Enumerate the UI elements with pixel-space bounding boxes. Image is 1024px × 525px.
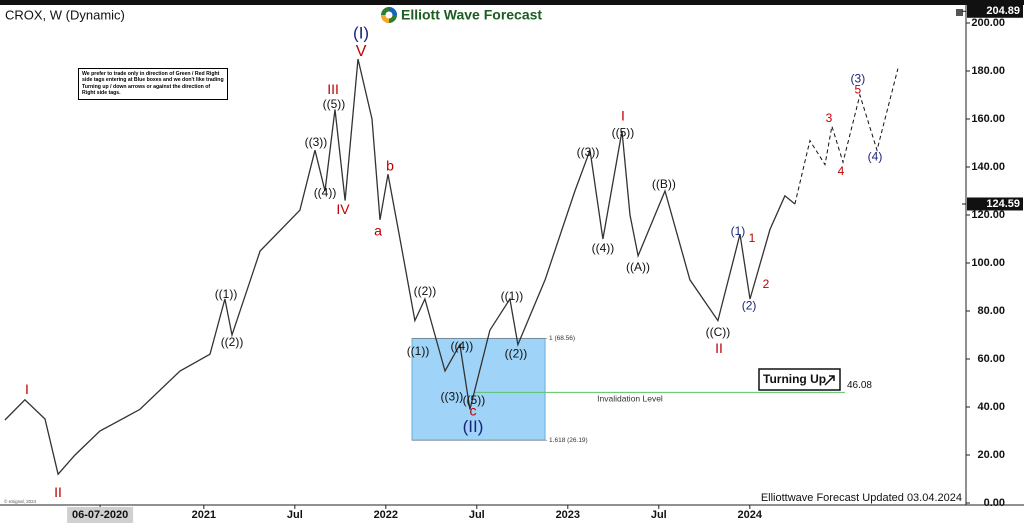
copyright: © eSignal, 2024 <box>4 498 37 504</box>
y-tick-label: 200.00 <box>971 17 1005 29</box>
wave-label: ((3)) <box>577 145 600 159</box>
wave-label: ((4)) <box>592 241 615 255</box>
wave-label: ((5)) <box>463 393 486 407</box>
top-bar <box>0 0 1024 5</box>
wave-label: ((5)) <box>612 126 635 140</box>
y-tick-label: 40.00 <box>977 401 1005 413</box>
wave-label: 5 <box>855 82 862 96</box>
x-tick-label: Jul <box>651 509 667 521</box>
wave-label: ((3)) <box>441 390 464 404</box>
price-line <box>4 58 796 476</box>
wave-label: (1) <box>731 224 746 238</box>
wave-label: 1 <box>749 231 756 245</box>
x-tick-label: 2024 <box>738 509 763 521</box>
x-tick-label: Jul <box>287 509 303 521</box>
y-tick-label: 100.00 <box>971 257 1005 269</box>
wave-label: (3) <box>851 72 866 86</box>
y-tick-label: 80.00 <box>977 305 1005 317</box>
invalidation-text: Invalidation Level <box>597 394 663 404</box>
wave-label: IV <box>336 201 350 217</box>
wave-label: (I) <box>353 23 369 42</box>
wave-label: ((5)) <box>323 97 346 111</box>
wave-label: I <box>25 381 29 397</box>
wave-label: ((4)) <box>314 186 337 200</box>
wave-label: II <box>715 340 723 356</box>
x-tick-label: Jul <box>469 509 485 521</box>
wave-label: b <box>386 158 394 174</box>
wave-label: V <box>356 43 367 60</box>
y-tick-label: 0.00 <box>984 497 1005 509</box>
x-tick-label: 2023 <box>556 509 580 521</box>
wave-label: I <box>621 107 625 123</box>
wave-label: ((A)) <box>626 260 650 274</box>
wave-label: 3 <box>826 111 833 125</box>
wave-label: ((B)) <box>652 177 676 191</box>
y-tick-label: 20.00 <box>977 449 1005 461</box>
footer: Elliottwave Forecast Updated 03.04.2024 <box>761 492 962 504</box>
wave-label: 2 <box>763 277 770 291</box>
wave-label: (4) <box>868 150 883 164</box>
wave-label: c <box>469 403 476 419</box>
wave-label: ((2)) <box>414 284 437 298</box>
wave-label: ((C)) <box>706 325 731 339</box>
y-tick-label: 60.00 <box>977 353 1005 365</box>
wave-label: (2) <box>742 298 757 312</box>
wave-label: III <box>327 81 339 97</box>
trading-note: We prefer to trade only in direction of … <box>78 68 228 100</box>
wave-label: ((1)) <box>407 344 430 358</box>
y-tick-label: 140.00 <box>971 161 1005 173</box>
wave-label: II <box>54 484 62 500</box>
badge-text: Turning Up <box>763 372 826 386</box>
wave-label: ((1)) <box>215 287 238 301</box>
y-tick-label: 180.00 <box>971 65 1005 77</box>
x-tick-label: 2022 <box>374 509 398 521</box>
wave-label: ((3)) <box>305 135 328 149</box>
fib-label: 1 (68.56) <box>549 335 575 342</box>
wave-label: ((2)) <box>505 346 528 360</box>
wave-label: (II) <box>463 417 484 436</box>
price-marker-box <box>967 4 1023 18</box>
wave-label: ((4)) <box>451 339 474 353</box>
x-tick-label: 06-07-2020 <box>72 509 128 521</box>
price-marker-box <box>967 197 1023 211</box>
x-tick-highlight <box>67 507 134 523</box>
projection-line <box>794 68 899 205</box>
y-tick-label: 120.00 <box>971 209 1005 221</box>
turning-up-badge: Turning Up <box>758 368 841 391</box>
brand-logo <box>381 7 397 23</box>
wave-label: 4 <box>838 164 845 178</box>
x-tick-label: 2021 <box>192 509 216 521</box>
chart-title: CROX, W (Dynamic) <box>5 7 125 22</box>
wave-label: ((1)) <box>501 289 524 303</box>
fib-label: 1.618 (26.19) <box>549 437 588 444</box>
y-tick-label: 160.00 <box>971 113 1005 125</box>
price-marker-label: 124.59 <box>986 198 1020 210</box>
brand-name: Elliott Wave Forecast <box>401 7 542 23</box>
wave-label: ((2)) <box>221 335 244 349</box>
settings-icon[interactable] <box>956 9 963 16</box>
wave-label: a <box>374 223 382 239</box>
price-marker-label: 204.89 <box>986 5 1020 17</box>
invalidation-value: 46.08 <box>847 380 872 391</box>
